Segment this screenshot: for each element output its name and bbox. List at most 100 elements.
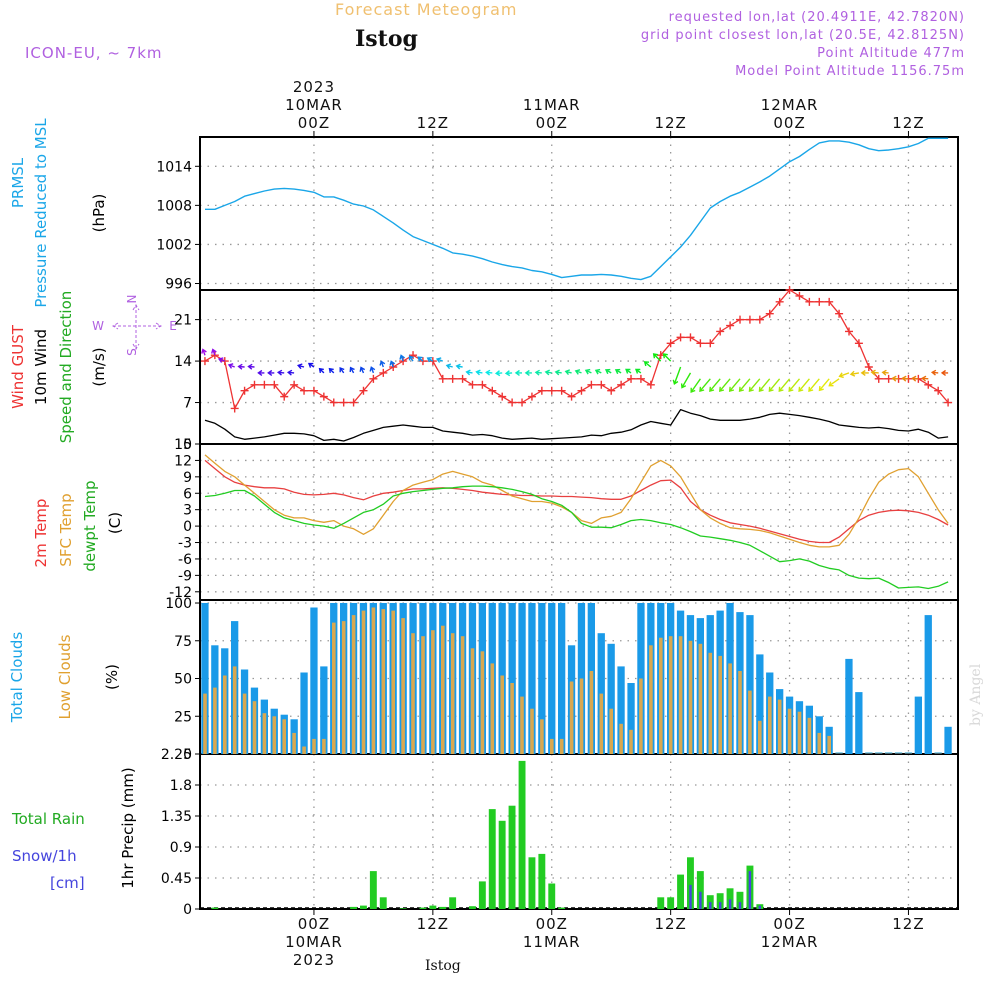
wind-ytick-label: 0 (183, 437, 192, 453)
snow-bar (758, 905, 761, 909)
compass-south: S (125, 348, 139, 356)
gust-marker (369, 374, 378, 383)
low-cloud-bar (797, 711, 802, 754)
total-cloud-bar (855, 692, 863, 754)
compass-rose (112, 304, 162, 350)
wind-direction-arrow (257, 369, 265, 376)
rain-bar (508, 805, 516, 909)
gust-marker (290, 380, 299, 389)
top-time-label: 12Z (417, 114, 449, 132)
top-time-label: 00Z (298, 114, 330, 132)
gust-marker (696, 339, 705, 348)
wind-direction-arrow (768, 378, 781, 393)
low-cloud-bar (787, 708, 792, 754)
gust-marker (587, 380, 596, 389)
top-date-label: 11MAR (523, 96, 581, 114)
wind-direction-arrow (594, 368, 602, 375)
gust-marker (260, 380, 269, 389)
clouds-ytick-label: 50 (174, 672, 192, 688)
wind-direction-arrow (738, 378, 751, 393)
low-cloud-bar (282, 719, 286, 754)
wind-direction-arrow (940, 369, 949, 376)
gust-marker (765, 309, 774, 318)
low-cloud-bar (232, 666, 237, 754)
wind-direction-arrow (465, 369, 473, 376)
sfc-temp-label: SFC Temp (57, 493, 75, 566)
low-cloud-bar (639, 678, 643, 754)
gust-marker (527, 392, 536, 401)
total-cloud-bar (310, 607, 318, 754)
low-cloud-bar (391, 610, 395, 754)
total-cloud-bar (320, 666, 328, 754)
wind-direction-arrow (614, 368, 622, 375)
gust-marker (359, 386, 368, 395)
wind-direction-arrow (276, 369, 285, 376)
wind-direction-arrow (634, 368, 642, 374)
gust-marker (666, 339, 675, 348)
total-cloud-bar (944, 726, 952, 754)
low-cloud-bar (748, 690, 752, 754)
low-cloud-bar (718, 655, 722, 754)
wind-direction-arrow (417, 356, 424, 362)
gust-marker (636, 374, 645, 383)
gust-marker (646, 380, 655, 389)
temperature-ytick-label: -6 (178, 552, 192, 568)
gust-marker (835, 309, 844, 318)
temperature-ytick-label: 12 (174, 453, 192, 469)
model-label: ICON-EU, ~ 7km (25, 44, 163, 62)
low-cloud-bar (550, 738, 554, 754)
gust-marker (745, 315, 754, 324)
low-cloud-bar (381, 609, 386, 754)
wind-direction-arrow (514, 369, 522, 376)
low-cloud-bar (421, 636, 425, 754)
low-cloud-bar (272, 716, 277, 754)
pressure-ytick-label: 1002 (156, 237, 192, 253)
low-cloud-bar (213, 687, 217, 754)
total-cloud-bar (508, 603, 516, 754)
clouds-ytick-label: 100 (165, 596, 192, 612)
total-cloud-bar (528, 603, 536, 754)
wind-direction-arrow (828, 378, 840, 387)
rain-bar (528, 857, 536, 909)
snow-bar (748, 871, 752, 909)
low-cloud-bar (292, 732, 296, 754)
wind-direction-arrow (625, 368, 632, 374)
snow-bar (728, 899, 732, 909)
top-year-label: 2023 (293, 78, 335, 96)
temperature-ytick-label: 6 (183, 486, 192, 502)
wind-10m-label: 10m Wind (32, 329, 50, 405)
gust-marker (676, 333, 685, 342)
sfc-line (204, 454, 949, 548)
low-cloud-bar (688, 640, 693, 754)
total-cloud-bar (756, 654, 764, 754)
gust-marker (418, 357, 427, 366)
gust-marker (438, 374, 447, 383)
low-cloud-bar (252, 701, 257, 754)
gust-marker (795, 291, 804, 300)
low-cloud-bar (619, 723, 623, 754)
low-cloud-bar (441, 625, 445, 754)
clouds-ytick-label: 75 (174, 634, 192, 650)
wind-direction-arrow (455, 363, 463, 370)
snow-bar (689, 884, 692, 909)
compass-north: N (125, 295, 139, 304)
wind-direction-arrow (891, 375, 899, 382)
wind-direction-arrow (911, 375, 919, 382)
low-cloud-bar (401, 618, 405, 754)
gust-marker (854, 339, 863, 348)
low-cloud-bar (738, 671, 742, 754)
temperature-ytick-label: 15 (174, 437, 192, 453)
point-altitude: Point Altitude 477m (817, 46, 965, 61)
low-cloud-bar (312, 738, 316, 754)
low-cloud-bar (500, 675, 504, 754)
rain-bar (379, 897, 387, 909)
rain-bar (429, 905, 437, 909)
low-cloud-bar (470, 648, 475, 754)
total-cloud-bar (300, 672, 308, 754)
pressure-unit: (hPa) (90, 194, 108, 233)
top-time-label: 00Z (773, 114, 805, 132)
low-cloud-bar (302, 746, 306, 754)
total-cloud-bar (518, 603, 526, 754)
wind-direction-arrow (699, 378, 711, 393)
rain-label: Total Rain (11, 810, 85, 828)
